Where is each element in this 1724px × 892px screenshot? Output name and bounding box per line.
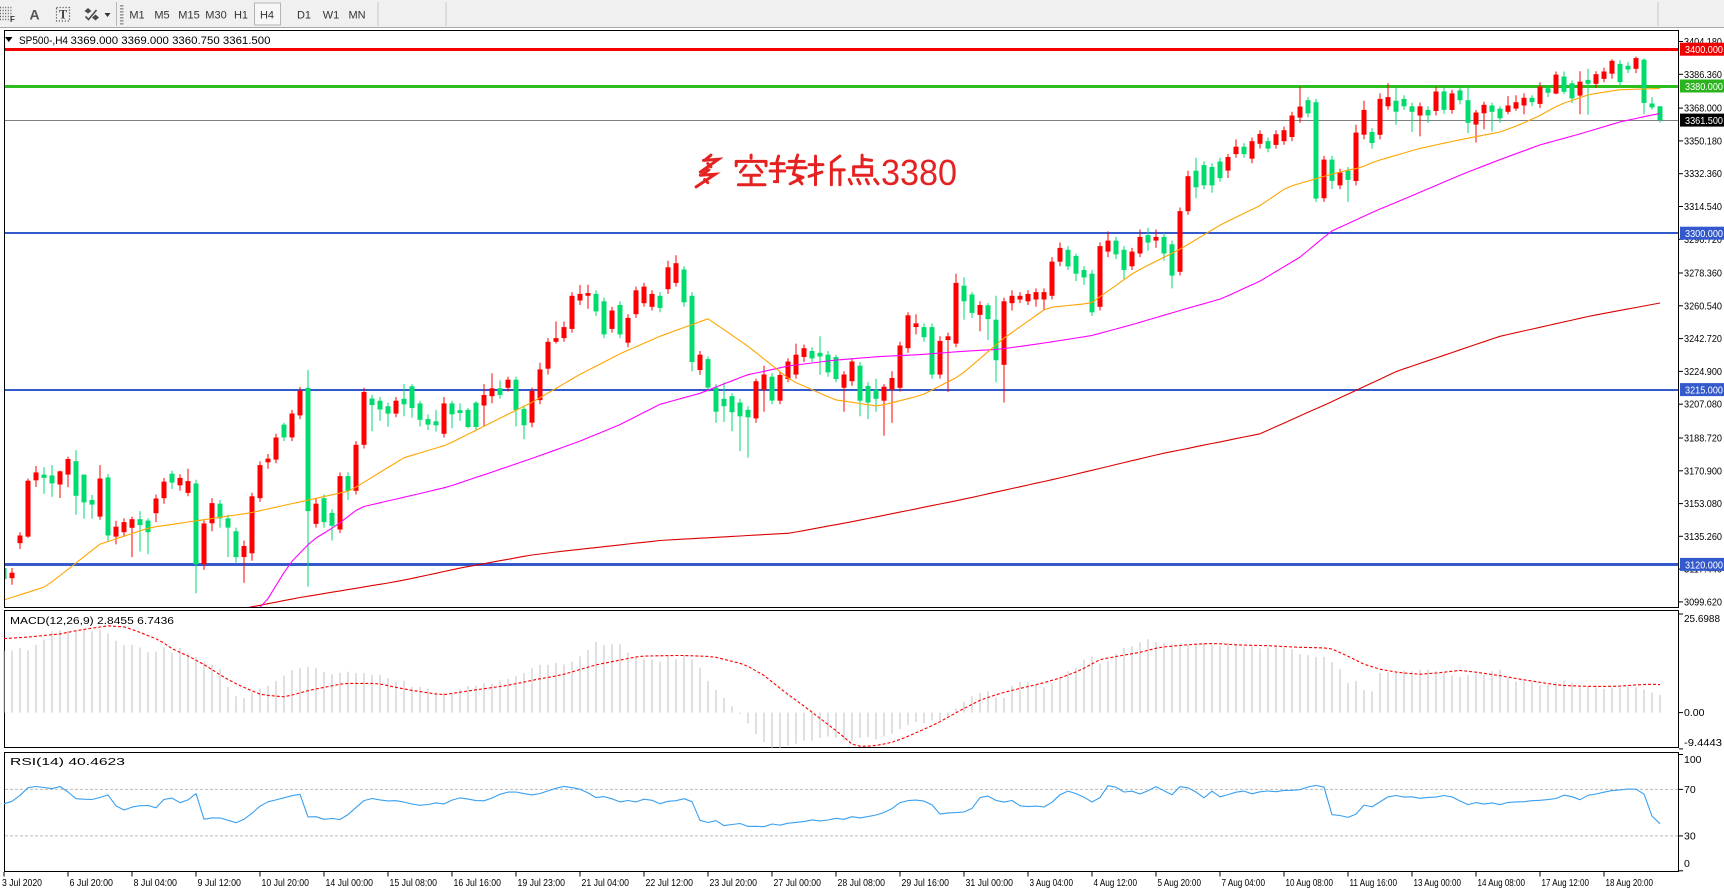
svg-text:3332.360: 3332.360 [1684, 168, 1722, 180]
svg-text:3 Jul 2020: 3 Jul 2020 [2, 877, 42, 889]
svg-text:23 Jul 20:00: 23 Jul 20:00 [710, 877, 758, 889]
svg-text:3188.720: 3188.720 [1684, 433, 1722, 445]
svg-text:M30: M30 [205, 10, 226, 22]
svg-text:M15: M15 [178, 10, 199, 22]
svg-text:21 Jul 04:00: 21 Jul 04:00 [582, 877, 630, 889]
svg-text:70: 70 [1684, 784, 1696, 796]
svg-text:11 Aug 16:00: 11 Aug 16:00 [1350, 877, 1398, 889]
svg-text:27 Jul 00:00: 27 Jul 00:00 [774, 877, 822, 889]
svg-text:4 Aug 12:00: 4 Aug 12:00 [1094, 877, 1138, 889]
svg-text:3215.000: 3215.000 [1685, 385, 1723, 397]
svg-text:19 Jul 23:00: 19 Jul 23:00 [518, 877, 566, 889]
svg-text:9 Jul 12:00: 9 Jul 12:00 [198, 877, 242, 889]
svg-text:3314.540: 3314.540 [1684, 201, 1722, 213]
svg-text:D1: D1 [297, 10, 311, 22]
svg-text:3170.900: 3170.900 [1684, 465, 1722, 477]
svg-text:3278.360: 3278.360 [1684, 268, 1722, 280]
svg-text:0: 0 [1684, 858, 1690, 870]
svg-text:3224.900: 3224.900 [1684, 366, 1722, 378]
svg-text:3368.000: 3368.000 [1684, 103, 1722, 115]
svg-text:3207.080: 3207.080 [1684, 399, 1722, 411]
svg-text:18 Aug 20:00: 18 Aug 20:00 [1606, 877, 1654, 889]
svg-text:3380: 3380 [881, 152, 957, 193]
svg-text:3135.260: 3135.260 [1684, 531, 1722, 543]
svg-text:3361.500: 3361.500 [1685, 115, 1723, 127]
svg-text:3242.720: 3242.720 [1684, 333, 1722, 345]
svg-text:8 Jul 04:00: 8 Jul 04:00 [134, 877, 178, 889]
svg-text:17 Aug 12:00: 17 Aug 12:00 [1542, 877, 1590, 889]
svg-text:13 Aug 00:00: 13 Aug 00:00 [1414, 877, 1462, 889]
svg-text:25.6988: 25.6988 [1684, 613, 1720, 625]
svg-text:3350.180: 3350.180 [1684, 135, 1722, 147]
svg-text:29 Jul 16:00: 29 Jul 16:00 [902, 877, 950, 889]
svg-text:H4: H4 [260, 10, 274, 22]
svg-text:MN: MN [348, 10, 365, 22]
svg-text:3386.360: 3386.360 [1684, 69, 1722, 81]
svg-text:3300.000: 3300.000 [1685, 228, 1723, 240]
svg-text:0.00: 0.00 [1684, 707, 1705, 719]
svg-text:3380.000: 3380.000 [1685, 81, 1723, 93]
svg-text:-9.4443: -9.4443 [1684, 737, 1722, 749]
svg-text:W1: W1 [323, 10, 340, 22]
svg-text:3120.000: 3120.000 [1685, 559, 1723, 571]
svg-text:A: A [29, 7, 39, 23]
svg-text:3153.080: 3153.080 [1684, 498, 1722, 510]
svg-text:5 Aug 20:00: 5 Aug 20:00 [1158, 877, 1202, 889]
svg-text:SP500-,H4: SP500-,H4 [19, 35, 68, 47]
svg-text:3 Aug 04:00: 3 Aug 04:00 [1030, 877, 1074, 889]
svg-text:100: 100 [1684, 754, 1702, 766]
svg-text:MACD(12,26,9) 2.8455 6.7436: MACD(12,26,9) 2.8455 6.7436 [10, 615, 174, 627]
svg-text:F: F [10, 15, 15, 24]
svg-text:RSI(14) 40.4623: RSI(14) 40.4623 [10, 756, 125, 768]
svg-text:28 Jul 08:00: 28 Jul 08:00 [838, 877, 886, 889]
svg-text:10 Jul 20:00: 10 Jul 20:00 [262, 877, 310, 889]
svg-text:7 Aug 04:00: 7 Aug 04:00 [1222, 877, 1266, 889]
svg-text:22 Jul 12:00: 22 Jul 12:00 [646, 877, 694, 889]
svg-text:3099.620: 3099.620 [1684, 596, 1722, 608]
svg-text:T: T [59, 8, 68, 22]
svg-text:6 Jul 20:00: 6 Jul 20:00 [70, 877, 114, 889]
svg-text:15 Jul 08:00: 15 Jul 08:00 [390, 877, 438, 889]
svg-text:30: 30 [1684, 830, 1696, 842]
svg-text:14 Aug 08:00: 14 Aug 08:00 [1478, 877, 1526, 889]
svg-text:16 Jul 16:00: 16 Jul 16:00 [454, 877, 502, 889]
svg-text:14 Jul 00:00: 14 Jul 00:00 [326, 877, 374, 889]
svg-text:H1: H1 [234, 10, 248, 22]
svg-text:M5: M5 [154, 10, 169, 22]
svg-text:3260.540: 3260.540 [1684, 300, 1722, 312]
svg-text:M1: M1 [129, 10, 144, 22]
svg-text:10 Aug 08:00: 10 Aug 08:00 [1286, 877, 1334, 889]
svg-text:3369.000 3369.000 3360.750 336: 3369.000 3369.000 3360.750 3361.500 [71, 35, 271, 47]
svg-text:3400.000: 3400.000 [1685, 44, 1723, 56]
svg-text:31 Jul 00:00: 31 Jul 00:00 [966, 877, 1014, 889]
